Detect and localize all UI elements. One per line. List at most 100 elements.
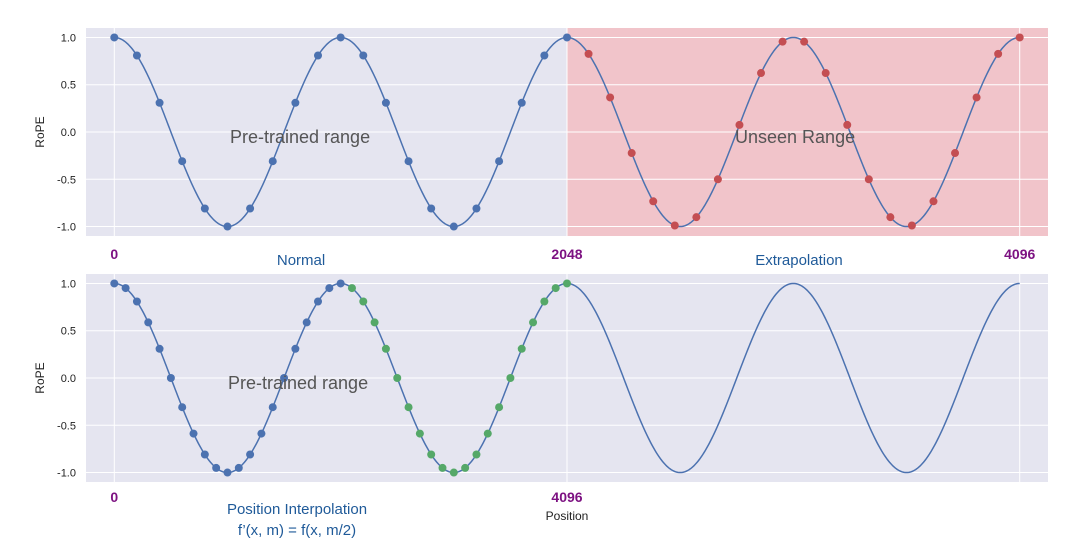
data-point xyxy=(864,175,873,184)
data-point xyxy=(800,37,809,46)
data-point xyxy=(200,204,209,213)
data-point xyxy=(359,51,368,60)
position-mark-0: 0 xyxy=(110,246,118,262)
data-point xyxy=(189,429,198,438)
caption-position-interpolation: Position Interpolation xyxy=(227,501,367,518)
data-point xyxy=(778,37,787,46)
data-point xyxy=(223,222,232,231)
annotation-pretrained-range: Pre-trained range xyxy=(230,127,370,147)
data-point xyxy=(314,297,323,306)
data-point xyxy=(200,450,209,459)
data-point xyxy=(155,344,164,353)
bottom-panel: 1.0 0.5 0.0 -0.5 -1.0 RoPE Pre-trained range… xyxy=(33,274,1048,539)
data-point xyxy=(257,429,266,438)
data-point xyxy=(563,279,571,288)
data-point xyxy=(584,49,593,58)
data-point xyxy=(347,284,356,293)
data-point xyxy=(843,120,852,129)
data-point xyxy=(907,221,916,230)
data-point xyxy=(336,33,345,42)
data-point xyxy=(495,157,504,166)
data-point xyxy=(370,318,379,327)
data-point xyxy=(415,429,424,438)
data-point xyxy=(427,450,436,459)
data-point xyxy=(280,374,289,382)
y-ticks: 1.0 0.5 0.0 -0.5 -1.0 xyxy=(57,32,76,233)
data-point xyxy=(212,463,221,472)
data-point xyxy=(495,403,504,412)
data-point xyxy=(972,93,981,102)
data-point xyxy=(472,450,481,459)
data-point xyxy=(132,51,141,60)
data-point xyxy=(713,175,722,184)
data-point xyxy=(649,197,658,206)
data-point xyxy=(1015,33,1024,42)
data-point xyxy=(381,98,390,107)
data-point xyxy=(155,98,164,107)
data-point xyxy=(517,98,526,107)
y-tick-label: -0.5 xyxy=(57,420,76,432)
position-mark-4096: 4096 xyxy=(551,489,582,505)
region-label-normal: Normal xyxy=(277,252,325,269)
data-point xyxy=(291,98,300,107)
data-point xyxy=(929,197,938,206)
data-point xyxy=(325,284,334,293)
data-point xyxy=(627,149,636,158)
data-point xyxy=(438,463,447,472)
data-point xyxy=(404,403,413,412)
data-points xyxy=(110,33,1024,231)
data-point xyxy=(821,69,830,78)
data-point xyxy=(381,344,390,353)
y-tick-label: 0.0 xyxy=(61,127,76,139)
data-point xyxy=(506,374,515,382)
data-point xyxy=(178,157,187,166)
y-tick-label: 1.0 xyxy=(61,278,76,290)
data-point xyxy=(692,213,701,222)
x-axis-label: Position xyxy=(546,509,589,523)
data-point xyxy=(449,468,458,477)
grid xyxy=(86,28,1048,236)
position-mark-2048: 2048 xyxy=(551,246,582,262)
data-point xyxy=(166,374,175,382)
data-point xyxy=(314,51,323,60)
data-point xyxy=(110,33,119,42)
data-point xyxy=(359,297,368,306)
data-point xyxy=(234,463,243,472)
data-point xyxy=(606,93,615,102)
data-point xyxy=(223,468,232,477)
y-tick-label: -1.0 xyxy=(57,222,76,234)
annotation-unseen-range: Unseen Range xyxy=(735,127,855,147)
data-point xyxy=(178,403,187,412)
data-point xyxy=(757,69,766,78)
y-tick-label: 0.5 xyxy=(61,80,76,92)
data-point xyxy=(670,221,679,230)
y-tick-label: 0.5 xyxy=(61,326,76,338)
data-point xyxy=(268,157,277,166)
data-point xyxy=(144,318,153,327)
data-point xyxy=(551,284,560,293)
data-point xyxy=(951,149,960,158)
data-point xyxy=(404,157,413,166)
data-point xyxy=(110,279,119,288)
data-point xyxy=(886,213,895,222)
data-point xyxy=(540,297,549,306)
data-points xyxy=(110,279,571,477)
data-point xyxy=(246,204,255,213)
y-tick-label: 1.0 xyxy=(61,32,76,44)
data-point xyxy=(291,344,300,353)
data-point xyxy=(336,279,345,288)
y-tick-label: -0.5 xyxy=(57,174,76,186)
data-point xyxy=(735,120,744,129)
data-point xyxy=(483,429,492,438)
caption-formula: f’(x, m) = f(x, m/2) xyxy=(238,522,356,539)
grid xyxy=(86,274,1048,482)
annotation-pretrained-range: Pre-trained range xyxy=(228,373,368,393)
data-point xyxy=(268,403,277,412)
data-point xyxy=(132,297,141,306)
data-point xyxy=(529,318,538,327)
region-label-extrapolation: Extrapolation xyxy=(755,252,843,269)
data-point xyxy=(302,318,311,327)
data-point xyxy=(121,284,130,293)
data-point xyxy=(449,222,458,231)
